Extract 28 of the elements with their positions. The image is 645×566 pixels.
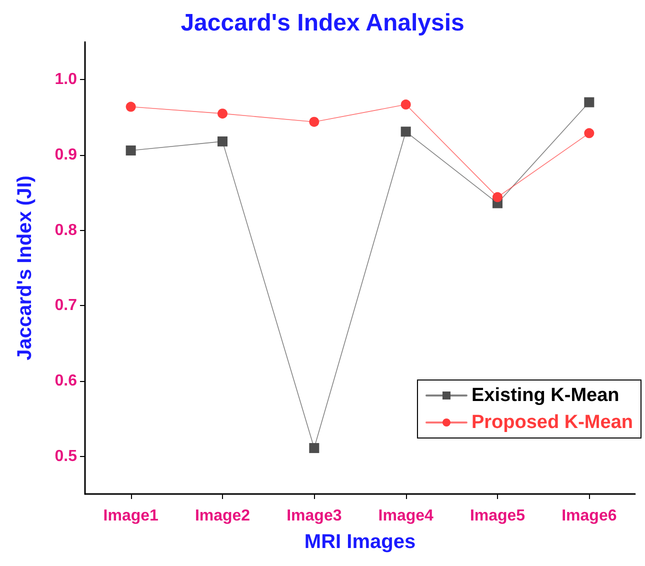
y-tick-label: 1.0 bbox=[54, 71, 78, 88]
x-tick-label: Image1 bbox=[103, 508, 159, 524]
legend-label: Existing K-Mean bbox=[471, 385, 620, 406]
x-tick-label: Image5 bbox=[470, 508, 526, 524]
x-tick-label: Image3 bbox=[286, 508, 342, 524]
chart-title: Jaccard's Index Analysis bbox=[180, 10, 464, 36]
point bbox=[400, 126, 411, 137]
y-tick-label: 0.7 bbox=[54, 297, 78, 314]
point bbox=[218, 108, 228, 119]
x-axis-title: MRI Images bbox=[304, 531, 416, 553]
y-tick-label: 0.5 bbox=[54, 448, 78, 465]
point bbox=[400, 100, 411, 110]
x-tick-label: Image4 bbox=[378, 508, 434, 524]
point bbox=[584, 128, 594, 138]
y-tick-label: 0.6 bbox=[54, 372, 78, 390]
x-tick-label: Image6 bbox=[562, 508, 617, 524]
point bbox=[309, 116, 320, 127]
point bbox=[584, 97, 594, 108]
point bbox=[126, 145, 136, 156]
point bbox=[492, 192, 502, 202]
y-tick-label: 0.8 bbox=[54, 222, 78, 239]
point bbox=[126, 102, 136, 112]
x-tick-label: Image2 bbox=[194, 508, 250, 524]
legend-label: Proposed K-Mean bbox=[471, 412, 634, 433]
point bbox=[218, 136, 228, 146]
y-axis-title: Jaccard's Index (JI) bbox=[14, 176, 36, 360]
point bbox=[309, 443, 320, 454]
y-tick-label: 0.9 bbox=[54, 146, 78, 164]
